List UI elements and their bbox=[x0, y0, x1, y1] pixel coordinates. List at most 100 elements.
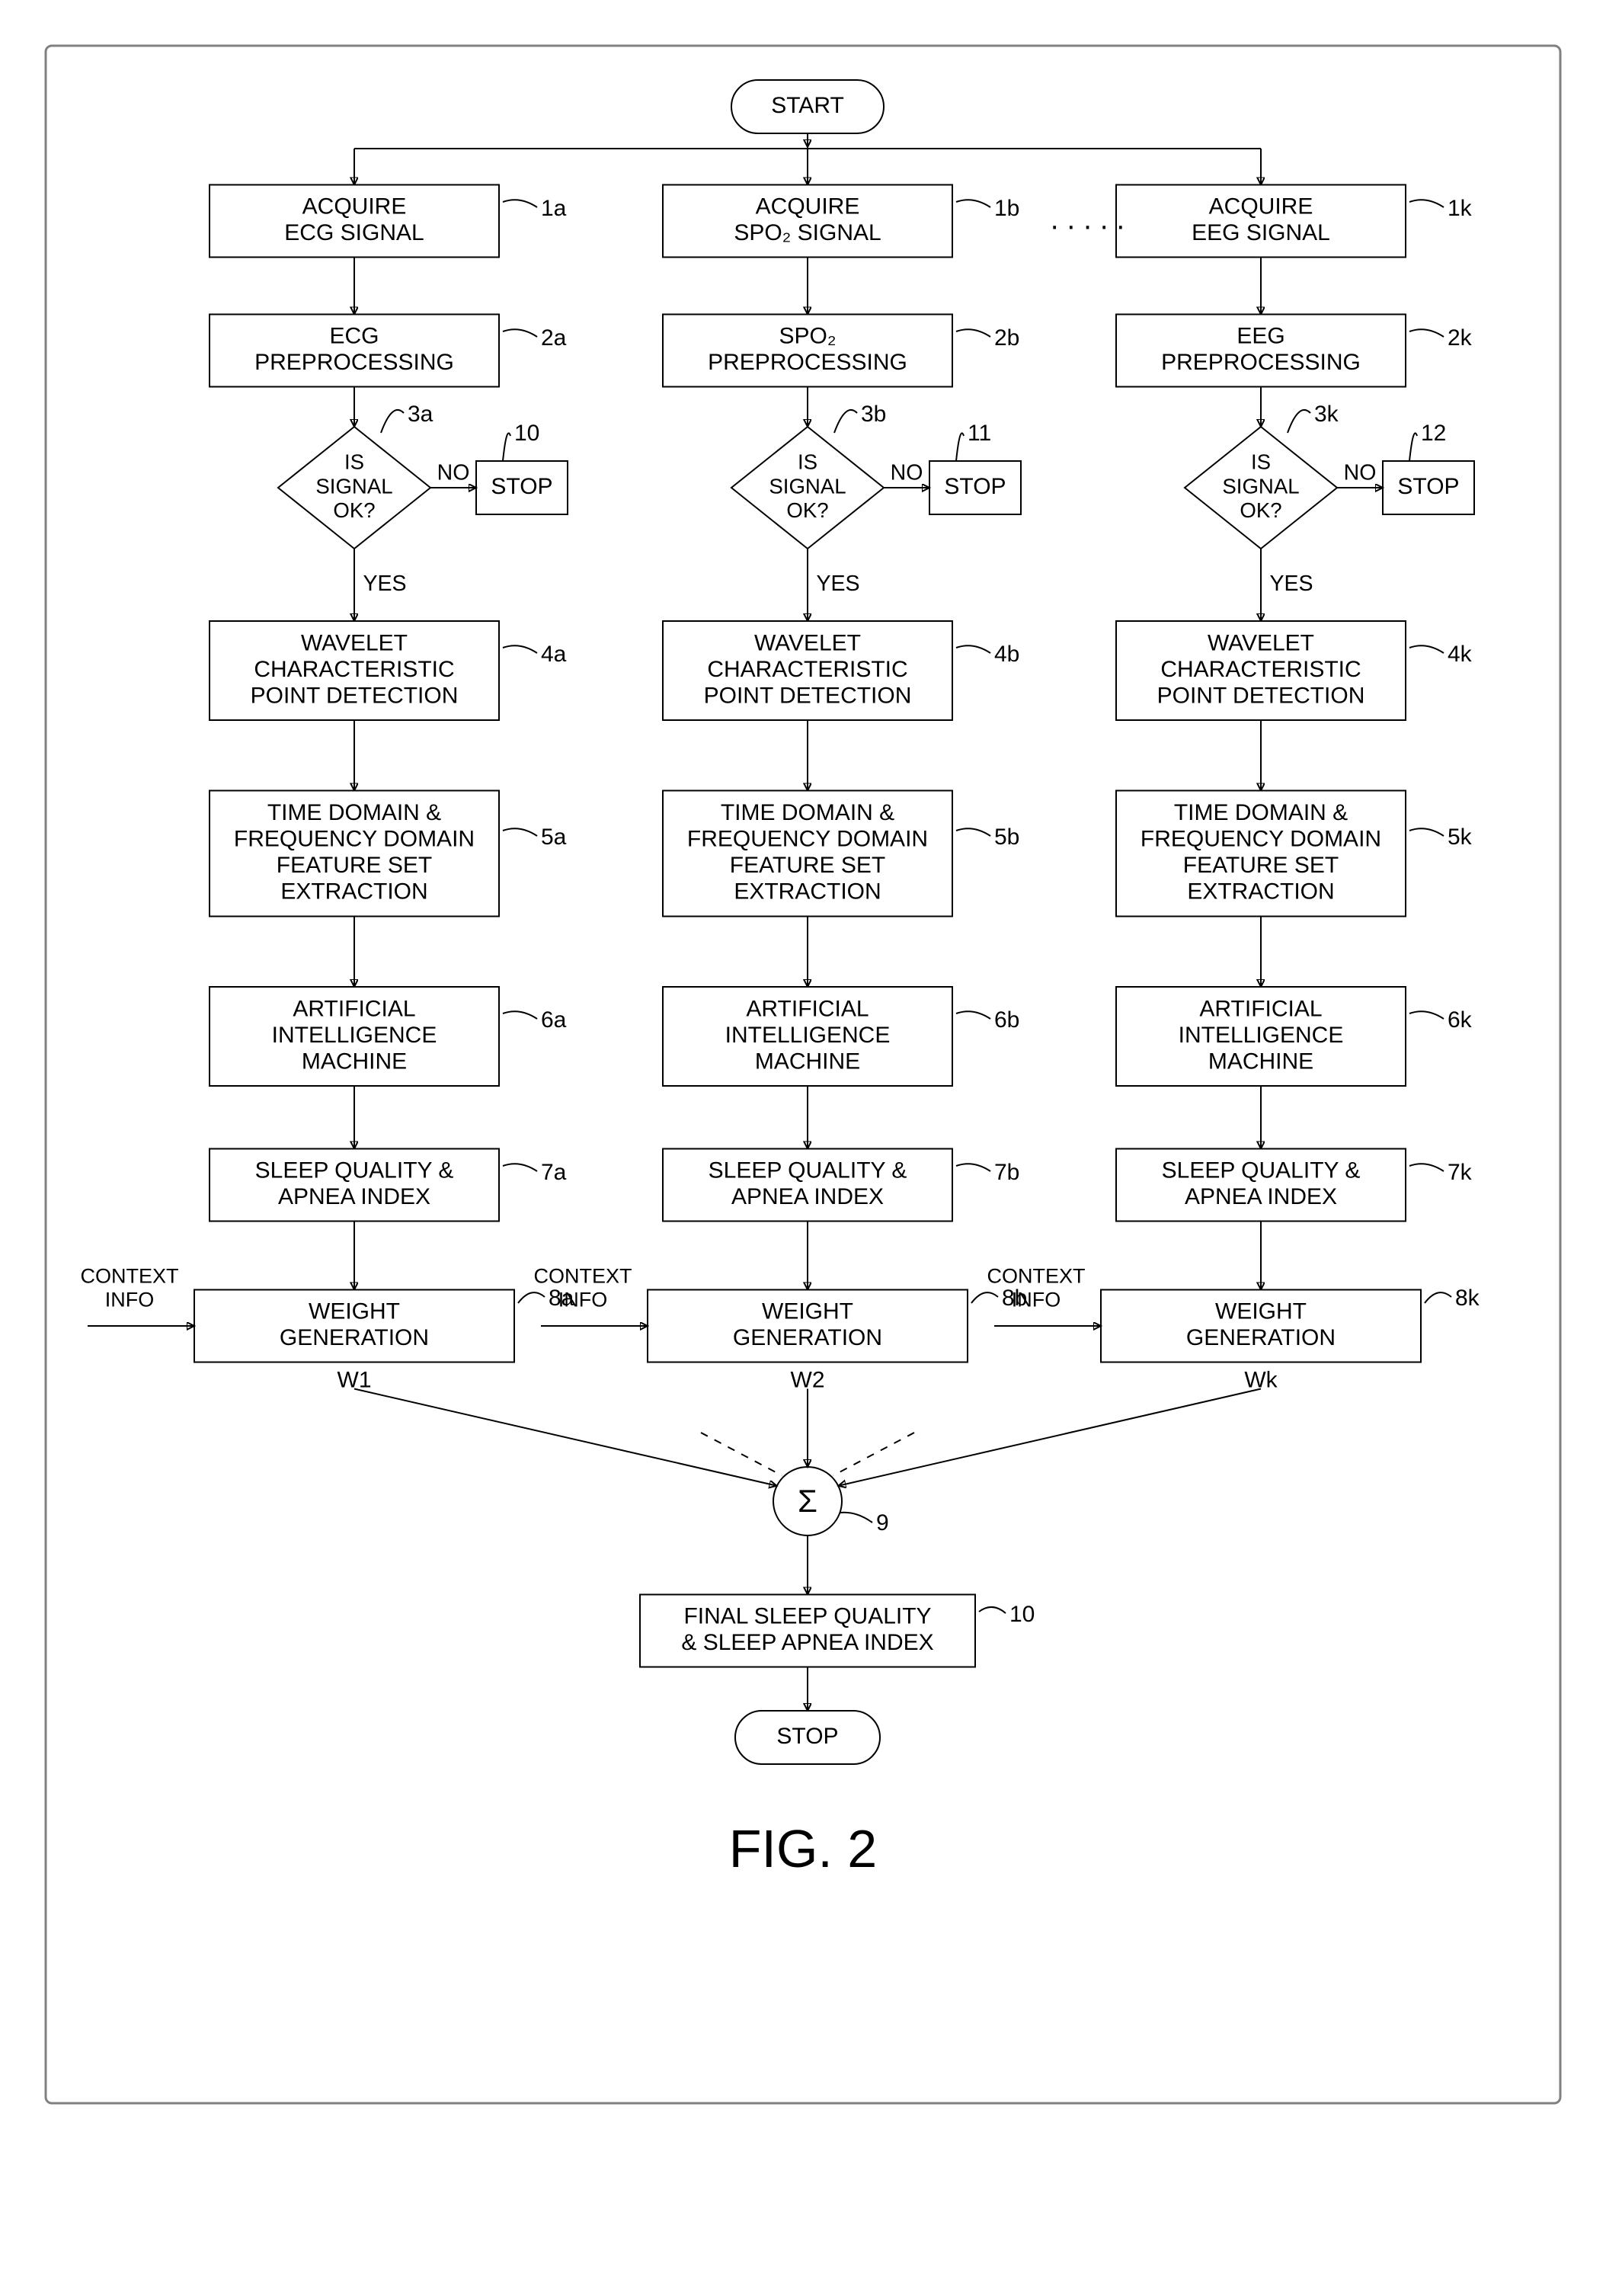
stop-b-text: STOP bbox=[944, 474, 1006, 499]
leader bbox=[503, 828, 537, 836]
dash-in-left bbox=[701, 1433, 782, 1475]
stop-terminal-text: STOP bbox=[776, 1724, 838, 1749]
acquire-k-text: ACQUIRE bbox=[1209, 194, 1313, 219]
dash-in-right bbox=[833, 1433, 914, 1475]
acquire-b-text: SPO₂ SIGNAL bbox=[734, 220, 881, 245]
context-label-k: CONTEXT bbox=[987, 1265, 1085, 1288]
decision-b-text: SIGNAL bbox=[769, 474, 846, 498]
feature-k-text: FREQUENCY DOMAIN bbox=[1141, 827, 1381, 852]
yes-label-b: YES bbox=[816, 572, 859, 596]
stop-k-text: STOP bbox=[1397, 474, 1459, 499]
feature-b-text: FEATURE SET bbox=[730, 853, 885, 878]
sleep-b-text: SLEEP QUALITY & bbox=[709, 1158, 907, 1183]
ref-final: 10 bbox=[1009, 1602, 1035, 1627]
ai-a-text: MACHINE bbox=[302, 1049, 407, 1074]
leader bbox=[840, 1513, 872, 1523]
ellipsis: . . . . . bbox=[1051, 203, 1125, 235]
leader bbox=[503, 645, 537, 653]
ref-dec-k: 3k bbox=[1314, 402, 1339, 427]
decision-k-text: OK? bbox=[1240, 498, 1281, 522]
ai-a-text: INTELLIGENCE bbox=[272, 1023, 437, 1048]
leader bbox=[381, 410, 404, 433]
no-label-a: NO bbox=[437, 461, 470, 485]
leader bbox=[956, 645, 990, 653]
wavelet-a-text: WAVELET bbox=[301, 630, 408, 655]
weight-k-text: GENERATION bbox=[1186, 1325, 1336, 1350]
decision-a-text: OK? bbox=[333, 498, 375, 522]
no-label-k: NO bbox=[1344, 461, 1377, 485]
leader bbox=[956, 329, 990, 337]
wavelet-b-text: POINT DETECTION bbox=[704, 683, 912, 708]
flowchart: STARTACQUIREECG SIGNAL1aECGPREPROCESSING… bbox=[0, 0, 1606, 2296]
figure-label: FIG. 2 bbox=[729, 1819, 877, 1878]
preprocess-k-text: PREPROCESSING bbox=[1161, 350, 1361, 375]
leader bbox=[956, 200, 990, 207]
sleep-b-text: APNEA INDEX bbox=[731, 1184, 884, 1209]
ref-sleep-a: 7a bbox=[541, 1160, 567, 1185]
ref-acquire-b: 1b bbox=[994, 196, 1019, 221]
ref-stop-a: 10 bbox=[514, 421, 539, 446]
acquire-b-text: ACQUIRE bbox=[756, 194, 860, 219]
leader bbox=[1409, 828, 1444, 836]
context-label-b: CONTEXT bbox=[533, 1265, 632, 1288]
leader bbox=[503, 200, 537, 207]
decision-k-text: SIGNAL bbox=[1222, 474, 1299, 498]
weight-b-text: GENERATION bbox=[733, 1325, 882, 1350]
feature-a-text: FREQUENCY DOMAIN bbox=[234, 827, 475, 852]
w-label-a: W1 bbox=[338, 1367, 372, 1392]
leader bbox=[1409, 329, 1444, 337]
ai-k-text: ARTIFICIAL bbox=[1199, 996, 1322, 1021]
leader bbox=[1288, 410, 1310, 433]
decision-a-text: SIGNAL bbox=[315, 474, 392, 498]
weight-k-text: WEIGHT bbox=[1215, 1299, 1307, 1324]
feature-b-text: FREQUENCY DOMAIN bbox=[687, 827, 928, 852]
preprocess-k-text: EEG bbox=[1236, 324, 1284, 349]
feature-a-text: TIME DOMAIN & bbox=[267, 800, 441, 825]
ref-wav-b: 4b bbox=[994, 642, 1019, 667]
context-label-b: INFO bbox=[558, 1289, 608, 1311]
wavelet-k-text: CHARACTERISTIC bbox=[1160, 657, 1361, 682]
preprocess-a-text: PREPROCESSING bbox=[254, 350, 454, 375]
leader bbox=[956, 1164, 990, 1171]
leader bbox=[1409, 1164, 1444, 1171]
context-label-a: INFO bbox=[105, 1289, 155, 1311]
wavelet-a-text: POINT DETECTION bbox=[251, 683, 459, 708]
leader bbox=[834, 410, 857, 433]
decision-k-text: IS bbox=[1251, 450, 1271, 474]
feature-b-text: TIME DOMAIN & bbox=[721, 800, 894, 825]
ref-dec-a: 3a bbox=[408, 402, 433, 427]
feature-b-text: EXTRACTION bbox=[734, 879, 881, 905]
final-box-text: FINAL SLEEP QUALITY bbox=[683, 1604, 931, 1629]
leader bbox=[971, 1292, 998, 1303]
leader bbox=[1409, 433, 1417, 461]
ref-dec-b: 3b bbox=[861, 402, 886, 427]
wavelet-k-text: WAVELET bbox=[1208, 630, 1314, 655]
leader bbox=[503, 1164, 537, 1171]
sleep-a-text: APNEA INDEX bbox=[278, 1184, 430, 1209]
leader bbox=[518, 1292, 545, 1303]
ref-wav-k: 4k bbox=[1448, 642, 1473, 667]
start-terminal-text: START bbox=[771, 93, 844, 118]
leader bbox=[503, 329, 537, 337]
feature-k-text: EXTRACTION bbox=[1187, 879, 1334, 905]
leader bbox=[503, 1011, 537, 1019]
sleep-a-text: SLEEP QUALITY & bbox=[255, 1158, 454, 1183]
ref-stop-k: 12 bbox=[1421, 421, 1446, 446]
ai-k-text: INTELLIGENCE bbox=[1179, 1023, 1344, 1048]
decision-b-text: IS bbox=[798, 450, 817, 474]
w-label-b: W2 bbox=[791, 1367, 825, 1392]
feature-a-text: FEATURE SET bbox=[277, 853, 432, 878]
leader bbox=[1409, 200, 1444, 207]
yes-label-k: YES bbox=[1269, 572, 1313, 596]
wk-sum bbox=[839, 1389, 1262, 1486]
ref-feat-k: 5k bbox=[1448, 825, 1473, 850]
ref-pre-b: 2b bbox=[994, 325, 1019, 351]
ai-a-text: ARTIFICIAL bbox=[293, 996, 415, 1021]
leader bbox=[1425, 1292, 1451, 1303]
wavelet-b-text: WAVELET bbox=[754, 630, 861, 655]
context-label-a: CONTEXT bbox=[80, 1265, 178, 1288]
ref-sleep-b: 7b bbox=[994, 1160, 1019, 1185]
ref-pre-a: 2a bbox=[541, 325, 567, 351]
w-label-k: Wk bbox=[1244, 1367, 1278, 1392]
preprocess-a-text: ECG bbox=[329, 324, 379, 349]
